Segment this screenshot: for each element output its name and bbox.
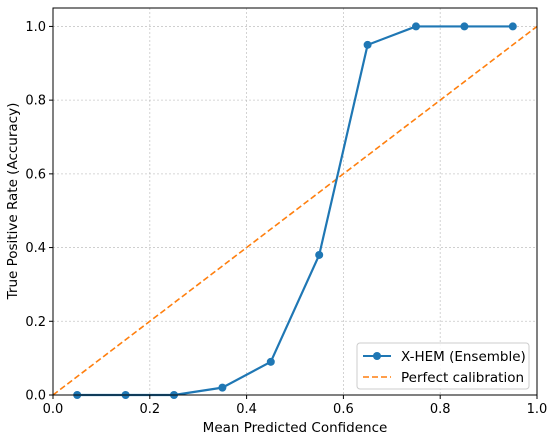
data-point-x-hem	[315, 251, 323, 259]
data-point-x-hem	[267, 358, 275, 366]
y-axis-label: True Positive Rate (Accuracy)	[5, 103, 21, 301]
plot-frame	[53, 8, 537, 395]
legend: X-HEM (Ensemble) Perfect calibration	[357, 343, 529, 389]
y-tick-label: 0.0	[25, 389, 46, 404]
x-tick-label: 0.0	[43, 402, 64, 417]
x-tick-label: 0.2	[139, 402, 160, 417]
y-tick-label: 1.0	[25, 20, 46, 35]
x-tick-label: 1.0	[527, 402, 548, 417]
series-line-perfect-calibration	[53, 26, 537, 395]
y-tick-label: 0.6	[25, 167, 46, 182]
series-line-x-hem	[77, 26, 513, 395]
data-point-x-hem	[364, 41, 372, 49]
data-point-x-hem	[509, 22, 517, 30]
x-tick-label: 0.4	[236, 402, 257, 417]
legend-label-perfect-calibration: Perfect calibration	[401, 370, 524, 386]
y-tick-label: 0.2	[25, 315, 46, 330]
x-tick-label: 0.6	[333, 402, 354, 417]
legend-label-x-hem: X-HEM (Ensemble)	[401, 349, 526, 365]
y-tick-label: 0.8	[25, 94, 46, 109]
data-point-x-hem	[412, 22, 420, 30]
data-point-x-hem	[218, 384, 226, 392]
x-axis-label: Mean Predicted Confidence	[203, 420, 388, 436]
data-point-x-hem	[460, 22, 468, 30]
legend-marker-x-hem	[373, 352, 381, 360]
grid	[53, 8, 537, 395]
x-tick-label: 0.8	[430, 402, 451, 417]
y-tick-label: 0.4	[25, 241, 46, 256]
